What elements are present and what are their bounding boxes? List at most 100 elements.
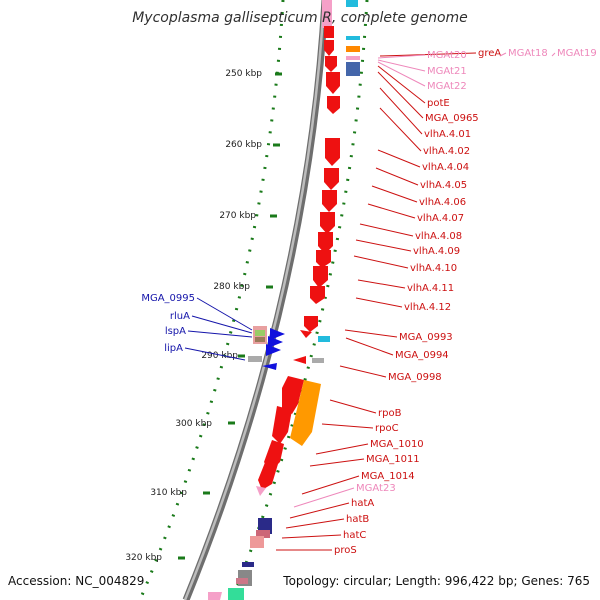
reverse-gene-label[interactable]: greA <box>478 48 501 59</box>
forward-arrow-lipa <box>262 363 277 370</box>
reverse-gene-label[interactable]: MGA_1011 <box>366 454 420 465</box>
reverse-gene-label[interactable]: MGAt20 <box>427 50 467 61</box>
blue-feature-2 <box>242 562 254 567</box>
tick-mark <box>228 421 235 425</box>
outer-dotted-ring <box>230 0 369 600</box>
gene-box-lspa <box>255 337 265 342</box>
reverse-gene-label[interactable]: vlhA.4.02 <box>423 146 470 157</box>
tick-mark <box>178 556 185 560</box>
reverse-gene-label[interactable]: MGAt22 <box>427 81 467 92</box>
accession-text: Accession: NC_004829 <box>8 574 144 588</box>
reverse-gene-label[interactable]: vlhA.4.11 <box>407 283 454 294</box>
pink-feature-hatc <box>250 536 264 548</box>
forward-gene-label[interactable]: lspA <box>165 326 186 337</box>
reverse-gene-label[interactable]: vlhA.4.01 <box>424 129 471 140</box>
reverse-gene-label[interactable]: MGA_0998 <box>388 372 442 383</box>
reverse-gene-label[interactable]: hatA <box>351 498 374 509</box>
reverse-gene-label[interactable]: vlhA.4.09 <box>413 246 460 257</box>
tick-mark <box>275 72 282 76</box>
orange-block-rpoc <box>290 380 321 446</box>
cds-arrow-2 <box>325 56 337 72</box>
tick-label: 260 kbp <box>225 140 262 150</box>
cds-arrow-8 <box>320 212 335 234</box>
pink-feature-2 <box>236 578 248 584</box>
pink-feature-hatb <box>256 530 270 538</box>
reverse-gene-label[interactable]: MGA_1010 <box>370 439 424 450</box>
reverse-leader-line <box>379 87 423 135</box>
reverse-leader-line <box>321 423 374 429</box>
cds-arrow-12 <box>310 286 325 304</box>
reverse-gene-label[interactable]: hatC <box>343 530 366 541</box>
forward-gene-label[interactable]: rluA <box>170 311 190 322</box>
reverse-gene-label[interactable]: vlhA.4.10 <box>410 263 457 274</box>
reverse-gene-label[interactable]: vlhA.4.06 <box>419 197 466 208</box>
reverse-leader-line <box>499 52 507 57</box>
cds-block-1 <box>324 26 334 38</box>
reverse-leader-line <box>371 185 418 203</box>
rrna-top <box>346 0 358 7</box>
reverse-gene-label[interactable]: MGA_1014 <box>361 471 415 482</box>
reverse-gene-label[interactable]: vlhA.4.08 <box>415 231 462 242</box>
reverse-gene-label[interactable]: MGAt18 <box>508 48 548 59</box>
tick-label: 290 kbp <box>201 351 238 361</box>
reverse-leader-line <box>293 487 355 508</box>
reverse-leader-line <box>355 297 403 308</box>
reverse-gene-label[interactable]: MGAt23 <box>356 483 396 494</box>
reverse-leader-line <box>377 59 426 72</box>
cds-arrow-10 <box>316 250 331 268</box>
reverse-gene-label[interactable]: vlhA.4.05 <box>420 180 467 191</box>
forward-gene-label[interactable]: lipA <box>164 343 183 354</box>
reverse-gene-label[interactable]: MGA_0965 <box>425 113 479 124</box>
reverse-gene-label[interactable]: MGA_0993 <box>399 332 453 343</box>
cds-arrow-15 <box>293 356 306 364</box>
topology-summary: Topology: circular; Length: 996,422 bp; … <box>282 574 590 588</box>
forward-arrow-1 <box>270 328 285 340</box>
cds-arrow-3 <box>326 72 340 94</box>
genome-title: Mycoplasma gallisepticum R, complete gen… <box>132 10 468 26</box>
forward-gene-label[interactable]: MGA_0995 <box>141 293 195 304</box>
orange-feature-1 <box>346 46 360 52</box>
cds-block-rpob <box>282 376 304 414</box>
reverse-gene-label[interactable]: vlhA.4.07 <box>417 213 464 224</box>
reverse-leader-line <box>377 71 424 119</box>
reverse-leader-line <box>345 337 394 356</box>
reverse-gene-label[interactable]: rpoB <box>378 408 402 419</box>
reverse-leader-line <box>377 149 421 168</box>
forward-arrow-2 <box>268 336 283 348</box>
cds-block-rpoc-left <box>272 406 292 444</box>
reverse-gene-label[interactable]: vlhA.4.04 <box>422 162 469 173</box>
cds-arrow-5 <box>325 138 340 166</box>
reverse-leader-line <box>353 255 409 269</box>
tick-mark <box>238 354 245 358</box>
grey-feature-1 <box>312 358 324 363</box>
tick-mark <box>203 491 210 495</box>
reverse-strand-labels: greA MGAt20 MGAt18 MGAt19 MGAt21 MGAt22 potE MG… <box>276 48 597 556</box>
reverse-leader-line <box>315 443 369 455</box>
reverse-strand-features <box>208 0 360 600</box>
reverse-gene-label[interactable]: potE <box>427 98 450 109</box>
blue-feature-1 <box>346 62 360 76</box>
trna-cluster-top <box>322 0 332 28</box>
tick-mark <box>273 143 280 147</box>
reverse-gene-label[interactable]: hatB <box>346 514 369 525</box>
forward-strand-labels: MGA_0995 rluA lspA lipA <box>141 293 253 361</box>
cds-arrow-9 <box>318 232 333 254</box>
reverse-gene-label[interactable]: MGA_0994 <box>395 350 449 361</box>
tick-label: 320 kbp <box>125 553 162 563</box>
reverse-leader-line <box>359 223 414 237</box>
reverse-gene-label[interactable]: proS <box>334 545 357 556</box>
reverse-leader-line <box>281 534 342 539</box>
gene-box-rlua <box>255 330 265 336</box>
trna-small-1 <box>346 56 360 60</box>
reverse-gene-label[interactable]: vlhA.4.12 <box>404 302 451 313</box>
reverse-gene-label[interactable]: rpoC <box>375 423 399 434</box>
forward-strand-features <box>248 326 285 370</box>
trna-bottom <box>208 592 222 600</box>
reverse-leader-line <box>344 329 398 338</box>
forward-leader-line <box>187 330 253 338</box>
reverse-gene-label[interactable]: MGAt19 <box>557 48 597 59</box>
green-feature-1 <box>228 588 244 600</box>
forward-leader-line <box>196 297 253 331</box>
reverse-leader-line <box>339 365 387 378</box>
reverse-gene-label[interactable]: MGAt21 <box>427 66 467 77</box>
